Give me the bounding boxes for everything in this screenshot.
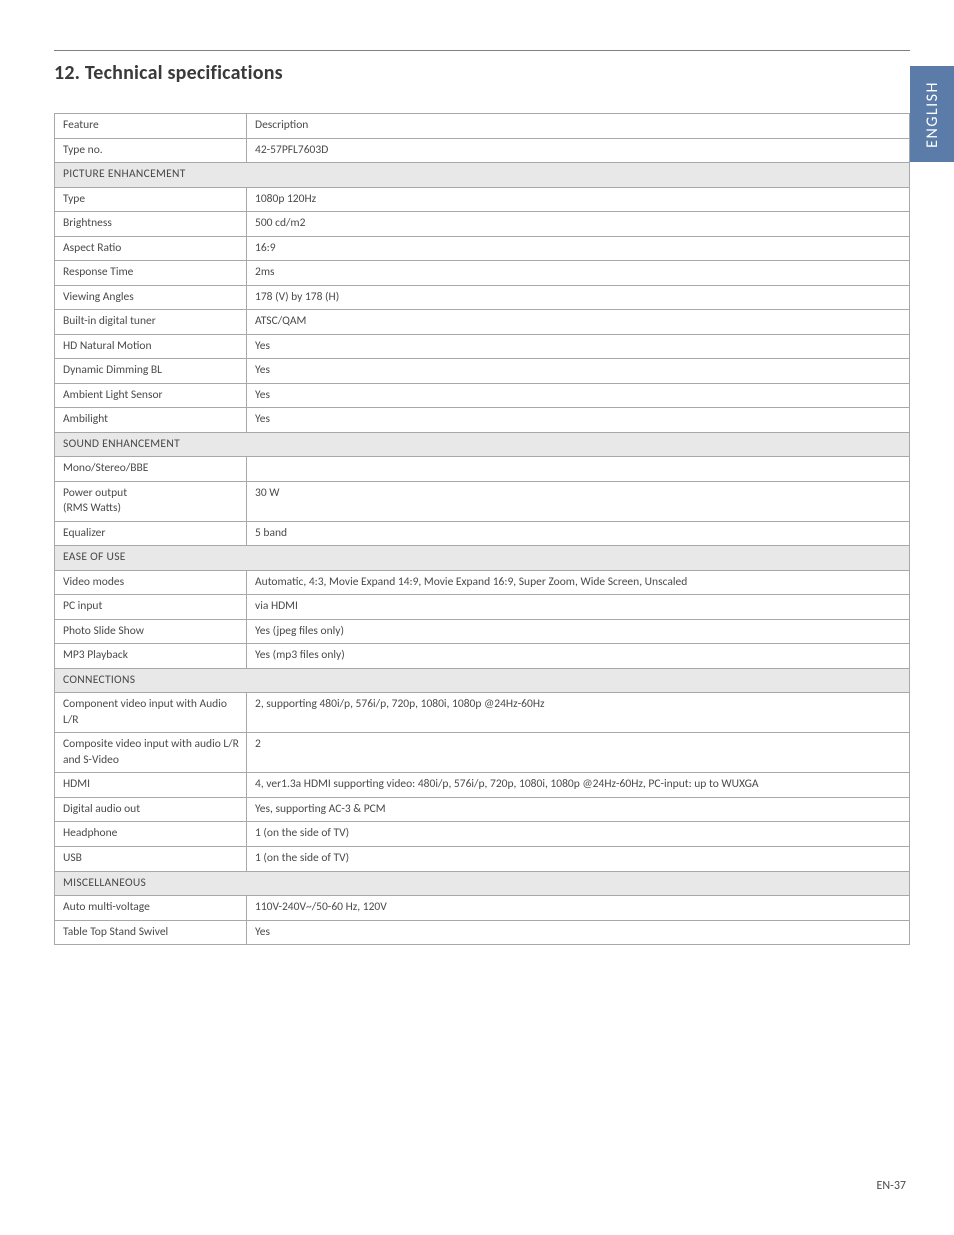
description-cell: 2ms bbox=[247, 261, 910, 286]
description-cell: 2, supporting 480i/p, 576i/p, 720p, 1080… bbox=[247, 693, 910, 733]
table-row: Table Top Stand SwivelYes bbox=[55, 920, 910, 945]
description-cell: Yes bbox=[247, 920, 910, 945]
feature-cell: Feature bbox=[55, 114, 247, 139]
description-cell: 178 (V) by 178 (H) bbox=[247, 285, 910, 310]
table-row: Ambient Light SensorYes bbox=[55, 383, 910, 408]
feature-cell: Digital audio out bbox=[55, 797, 247, 822]
description-cell: 2 bbox=[247, 733, 910, 773]
feature-cell: MP3 Playback bbox=[55, 644, 247, 669]
feature-cell: Viewing Angles bbox=[55, 285, 247, 310]
table-row: HD Natural MotionYes bbox=[55, 334, 910, 359]
spec-table: FeatureDescriptionType no.42-57PFL7603DP… bbox=[54, 113, 910, 945]
table-row: Composite video input with audio L/R and… bbox=[55, 733, 910, 773]
feature-cell: USB bbox=[55, 846, 247, 871]
table-section-row: SOUND ENHANCEMENT bbox=[55, 432, 910, 457]
description-cell: 1 (on the side of TV) bbox=[247, 846, 910, 871]
table-row: Component video input with Audio L/R2, s… bbox=[55, 693, 910, 733]
table-row: Photo Slide ShowYes (jpeg files only) bbox=[55, 619, 910, 644]
section-label: MISCELLANEOUS bbox=[55, 871, 910, 896]
feature-cell: Brightness bbox=[55, 212, 247, 237]
table-row: Viewing Angles178 (V) by 178 (H) bbox=[55, 285, 910, 310]
description-cell: 500 cd/m2 bbox=[247, 212, 910, 237]
feature-cell: Power output (RMS Watts) bbox=[55, 481, 247, 521]
table-row: Type1080p 120Hz bbox=[55, 187, 910, 212]
description-cell: Yes bbox=[247, 408, 910, 433]
table-section-row: PICTURE ENHANCEMENT bbox=[55, 163, 910, 188]
table-row: MP3 PlaybackYes (mp3 files only) bbox=[55, 644, 910, 669]
feature-cell: Dynamic Dimming BL bbox=[55, 359, 247, 384]
table-row: Mono/Stereo/BBE bbox=[55, 457, 910, 482]
feature-cell: Type bbox=[55, 187, 247, 212]
feature-cell: Auto multi-voltage bbox=[55, 896, 247, 921]
feature-cell: Built-in digital tuner bbox=[55, 310, 247, 335]
feature-cell: Type no. bbox=[55, 138, 247, 163]
language-tab-label: ENGLISH bbox=[923, 81, 942, 148]
feature-cell: Video modes bbox=[55, 570, 247, 595]
feature-cell: Response Time bbox=[55, 261, 247, 286]
table-row: HDMI4, ver1.3a HDMI supporting video: 48… bbox=[55, 773, 910, 798]
language-tab: ENGLISH bbox=[910, 66, 954, 162]
description-cell: Yes (jpeg files only) bbox=[247, 619, 910, 644]
feature-cell: Component video input with Audio L/R bbox=[55, 693, 247, 733]
description-cell: Yes bbox=[247, 359, 910, 384]
description-cell: Yes bbox=[247, 383, 910, 408]
description-cell: 5 band bbox=[247, 521, 910, 546]
feature-cell: Ambilight bbox=[55, 408, 247, 433]
table-row: Dynamic Dimming BLYes bbox=[55, 359, 910, 384]
feature-cell: Composite video input with audio L/R and… bbox=[55, 733, 247, 773]
top-rule bbox=[54, 50, 910, 51]
table-section-row: MISCELLANEOUS bbox=[55, 871, 910, 896]
feature-cell: Table Top Stand Swivel bbox=[55, 920, 247, 945]
table-row: Equalizer5 band bbox=[55, 521, 910, 546]
feature-cell: Mono/Stereo/BBE bbox=[55, 457, 247, 482]
table-row: PC inputvia HDMI bbox=[55, 595, 910, 620]
description-cell: Yes, supporting AC-3 & PCM bbox=[247, 797, 910, 822]
section-label: SOUND ENHANCEMENT bbox=[55, 432, 910, 457]
table-row: Response Time2ms bbox=[55, 261, 910, 286]
description-cell: 42-57PFL7603D bbox=[247, 138, 910, 163]
description-cell: 1080p 120Hz bbox=[247, 187, 910, 212]
table-row: Built-in digital tunerATSC/QAM bbox=[55, 310, 910, 335]
feature-cell: Headphone bbox=[55, 822, 247, 847]
feature-cell: HDMI bbox=[55, 773, 247, 798]
table-row: Video modesAutomatic, 4:3, Movie Expand … bbox=[55, 570, 910, 595]
section-label: EASE OF USE bbox=[55, 546, 910, 571]
section-label: CONNECTIONS bbox=[55, 668, 910, 693]
table-row: AmbilightYes bbox=[55, 408, 910, 433]
table-row: Type no.42-57PFL7603D bbox=[55, 138, 910, 163]
description-cell bbox=[247, 457, 910, 482]
description-cell: via HDMI bbox=[247, 595, 910, 620]
page-heading: 12. Technical specifications bbox=[54, 61, 910, 85]
description-cell: Yes (mp3 files only) bbox=[247, 644, 910, 669]
table-section-row: CONNECTIONS bbox=[55, 668, 910, 693]
description-cell: Yes bbox=[247, 334, 910, 359]
feature-cell: Photo Slide Show bbox=[55, 619, 247, 644]
feature-cell: Aspect Ratio bbox=[55, 236, 247, 261]
table-row: Headphone1 (on the side of TV) bbox=[55, 822, 910, 847]
table-row: USB1 (on the side of TV) bbox=[55, 846, 910, 871]
feature-cell: Ambient Light Sensor bbox=[55, 383, 247, 408]
description-cell: 1 (on the side of TV) bbox=[247, 822, 910, 847]
feature-cell: PC input bbox=[55, 595, 247, 620]
description-cell: Description bbox=[247, 114, 910, 139]
description-cell: 110V-240V~/50-60 Hz, 120V bbox=[247, 896, 910, 921]
description-cell: Automatic, 4:3, Movie Expand 14:9, Movie… bbox=[247, 570, 910, 595]
description-cell: 16:9 bbox=[247, 236, 910, 261]
table-row: Digital audio outYes, supporting AC-3 & … bbox=[55, 797, 910, 822]
table-row: Aspect Ratio16:9 bbox=[55, 236, 910, 261]
table-row: Power output (RMS Watts)30 W bbox=[55, 481, 910, 521]
section-label: PICTURE ENHANCEMENT bbox=[55, 163, 910, 188]
table-row: Auto multi-voltage110V-240V~/50-60 Hz, 1… bbox=[55, 896, 910, 921]
feature-cell: Equalizer bbox=[55, 521, 247, 546]
table-row: Brightness500 cd/m2 bbox=[55, 212, 910, 237]
description-cell: 30 W bbox=[247, 481, 910, 521]
description-cell: ATSC/QAM bbox=[247, 310, 910, 335]
feature-cell: HD Natural Motion bbox=[55, 334, 247, 359]
table-row: FeatureDescription bbox=[55, 114, 910, 139]
description-cell: 4, ver1.3a HDMI supporting video: 480i/p… bbox=[247, 773, 910, 798]
table-section-row: EASE OF USE bbox=[55, 546, 910, 571]
page: 12. Technical specifications ENGLISH Fea… bbox=[0, 0, 954, 1235]
page-footer: EN-37 bbox=[877, 1179, 906, 1193]
